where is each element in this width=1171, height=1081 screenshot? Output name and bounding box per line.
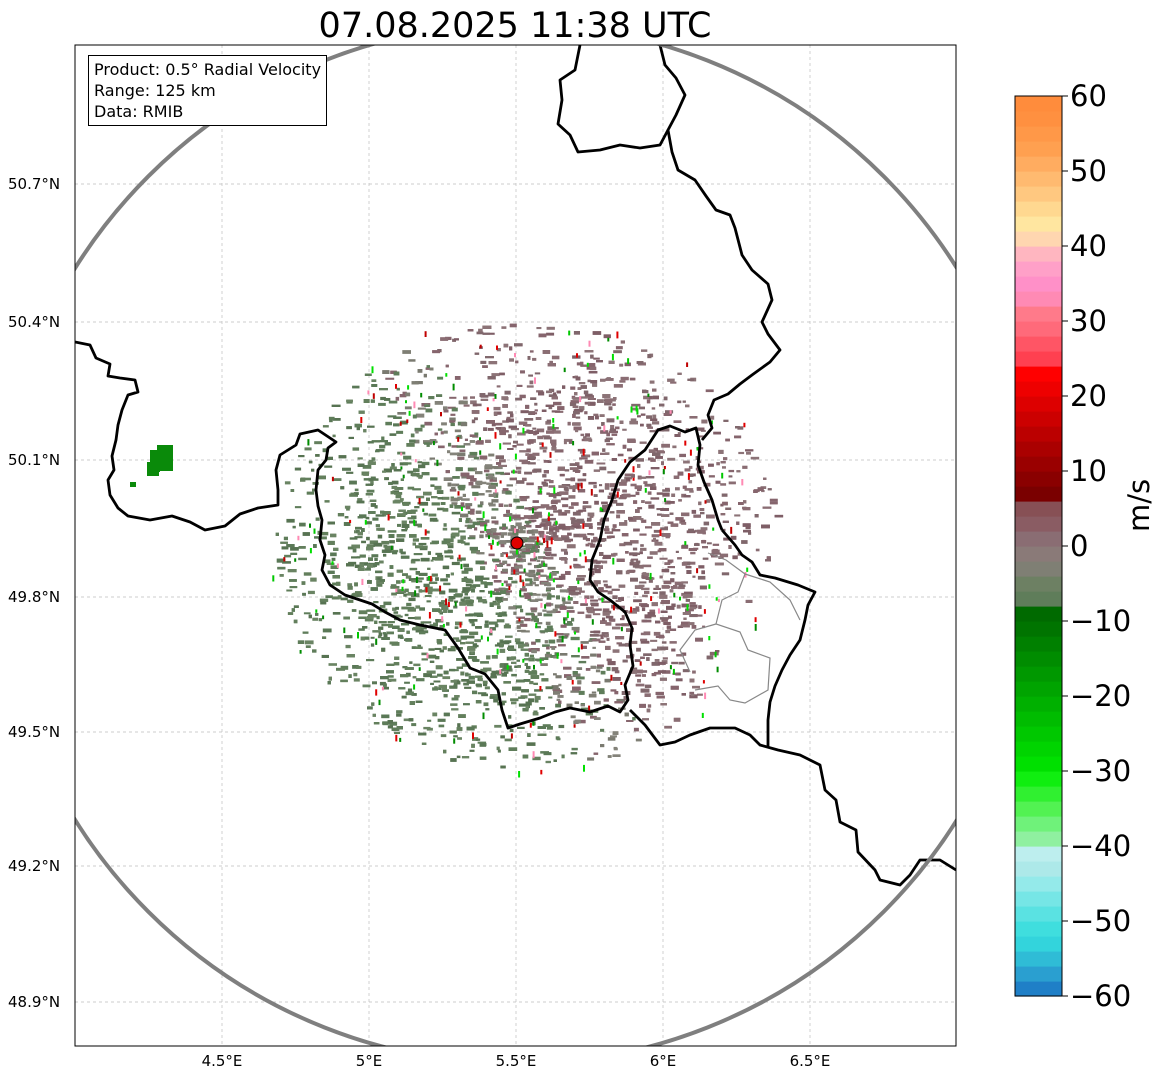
colorbar-swatch (1015, 561, 1062, 577)
colorbar-swatch (1015, 396, 1062, 412)
lon-tick-label: 6°E (649, 1052, 677, 1070)
colorbar-swatch (1015, 366, 1062, 382)
colorbar-swatch (1015, 681, 1062, 697)
colorbar-swatch (1015, 171, 1062, 187)
colorbar-swatch (1015, 546, 1062, 562)
colorbar-swatch (1015, 156, 1062, 172)
colorbar-tick-label: −60 (1070, 979, 1132, 1013)
colorbar-swatch (1015, 576, 1062, 592)
colorbar-tick-label: 60 (1070, 79, 1107, 113)
colorbar-swatch (1015, 966, 1062, 982)
colorbar-swatch (1015, 471, 1062, 487)
colorbar-swatch (1015, 786, 1062, 802)
colorbar-tick-label: −20 (1070, 679, 1132, 713)
colorbar-swatch (1015, 666, 1062, 682)
colorbar-swatch (1015, 291, 1062, 307)
colorbar-swatch (1015, 246, 1062, 262)
radar-site-marker (510, 536, 524, 550)
lat-tick-label: 49.8°N (8, 588, 61, 606)
lat-tick-label: 49.2°N (8, 857, 61, 875)
lon-tick-label: 5.5°E (495, 1052, 537, 1070)
colorbar-swatch (1015, 261, 1062, 277)
colorbar-swatch (1015, 891, 1062, 907)
colorbar-swatch (1015, 201, 1062, 217)
colorbar-swatch (1015, 606, 1062, 622)
colorbar-swatch (1015, 456, 1062, 472)
colorbar-tick-label: 30 (1070, 304, 1107, 338)
colorbar-swatch (1015, 306, 1062, 322)
colorbar-swatch (1015, 696, 1062, 712)
colorbar-swatch (1015, 381, 1062, 397)
lat-tick-label: 49.5°N (8, 723, 61, 741)
colorbar-swatch (1015, 771, 1062, 787)
colorbar-swatch (1015, 216, 1062, 232)
colorbar-swatch (1015, 336, 1062, 352)
colorbar-swatch (1015, 96, 1062, 112)
colorbar-tick-label: 20 (1070, 379, 1107, 413)
colorbar-swatch (1015, 441, 1062, 457)
province-borders (679, 552, 801, 704)
colorbar-tick-label: −50 (1070, 904, 1132, 938)
colorbar-swatch (1015, 501, 1062, 517)
colorbar (1014, 95, 1068, 997)
lon-tick-label: 6.5°E (789, 1052, 831, 1070)
colorbar-tick-label: 40 (1070, 229, 1107, 263)
colorbar-swatch (1015, 861, 1062, 877)
colorbar-tick-label: −30 (1070, 754, 1132, 788)
colorbar-swatch (1015, 591, 1062, 607)
colorbar-swatch (1015, 351, 1062, 367)
colorbar-swatch (1015, 621, 1062, 637)
info-product: Product: 0.5° Radial Velocity (94, 60, 322, 79)
colorbar-swatch (1015, 486, 1062, 502)
lat-tick-label: 48.9°N (8, 993, 61, 1011)
lat-tick-label: 50.7°N (8, 175, 61, 193)
colorbar-swatch (1015, 711, 1062, 727)
colorbar-swatch (1015, 951, 1062, 967)
colorbar-tick-label: 0 (1070, 529, 1089, 563)
colorbar-swatch (1015, 126, 1062, 142)
colorbar-swatch (1015, 636, 1062, 652)
colorbar-swatch (1015, 651, 1062, 667)
colorbar-swatch (1015, 516, 1062, 532)
colorbar-tick-label: 50 (1070, 154, 1107, 188)
colorbar-swatch (1015, 186, 1062, 202)
colorbar-swatch (1015, 726, 1062, 742)
colorbar-swatch (1015, 111, 1062, 127)
colorbar-swatch (1015, 141, 1062, 157)
colorbar-swatch (1015, 321, 1062, 337)
colorbar-swatch (1015, 741, 1062, 757)
colorbar-swatch (1015, 981, 1062, 997)
plot-frame (74, 44, 957, 1047)
colorbar-tick-label: 10 (1070, 454, 1107, 488)
colorbar-swatch (1015, 831, 1062, 847)
colorbar-swatch (1015, 276, 1062, 292)
colorbar-swatch (1015, 531, 1062, 547)
radar-echoes (130, 323, 784, 778)
info-range: Range: 125 km (94, 81, 216, 100)
colorbar-swatch (1015, 426, 1062, 442)
colorbar-swatch (1015, 876, 1062, 892)
colorbar-swatch (1015, 801, 1062, 817)
colorbar-swatch (1015, 846, 1062, 862)
colorbar-swatch (1015, 936, 1062, 952)
lon-tick-label: 5°E (355, 1052, 383, 1070)
country-borders (75, 45, 956, 887)
colorbar-tick-label: −40 (1070, 829, 1132, 863)
colorbar-label: m/s (1122, 478, 1156, 532)
colorbar-swatch (1015, 231, 1062, 247)
colorbar-tick-label: −10 (1070, 604, 1132, 638)
lat-tick-label: 50.1°N (8, 451, 61, 469)
colorbar-swatch (1015, 906, 1062, 922)
colorbar-swatch (1015, 921, 1062, 937)
info-data: Data: RMIB (94, 102, 184, 121)
colorbar-swatch (1015, 816, 1062, 832)
info-box: Product: 0.5° Radial Velocity Range: 125… (88, 55, 328, 126)
colorbar-swatch (1015, 411, 1062, 427)
plot-title: 07.08.2025 11:38 UTC (318, 6, 712, 46)
lat-tick-label: 50.4°N (8, 313, 61, 331)
colorbar-swatch (1015, 756, 1062, 772)
lon-tick-label: 4.5°E (201, 1052, 243, 1070)
